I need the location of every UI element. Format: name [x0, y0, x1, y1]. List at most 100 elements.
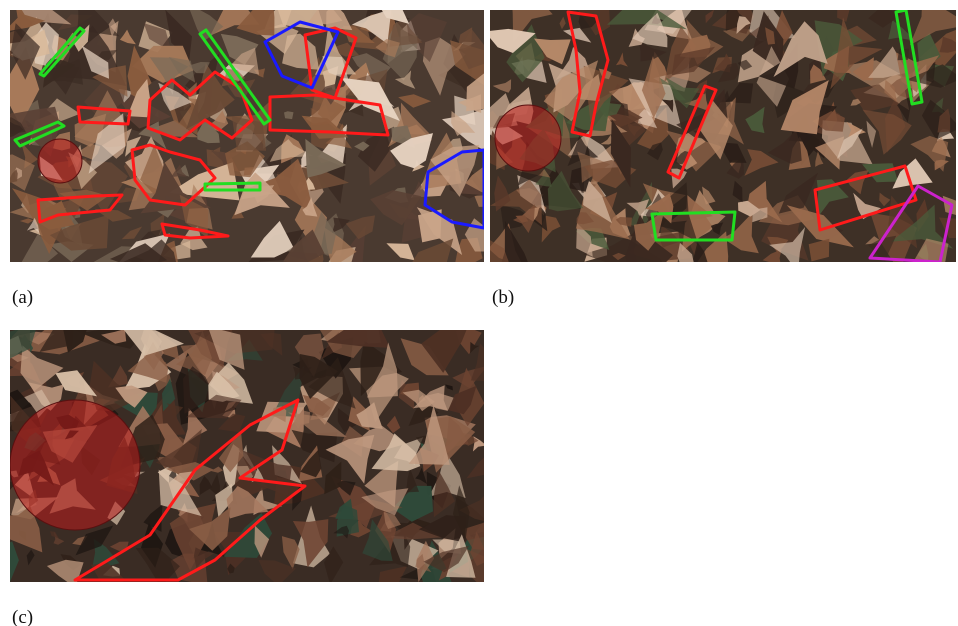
texture-chip	[639, 41, 667, 62]
texture-chip	[281, 536, 300, 570]
texture-chip	[808, 238, 830, 262]
texture-chip	[43, 58, 76, 88]
texture-chip	[816, 179, 849, 219]
texture-chip	[470, 531, 484, 566]
texture-chip	[10, 23, 41, 80]
texture-chip	[168, 57, 196, 83]
texture-chip	[108, 18, 117, 38]
texture-chip	[366, 342, 398, 398]
texture-chip	[179, 194, 209, 238]
texture-chip	[370, 190, 422, 226]
texture-chip	[345, 215, 375, 240]
panel-a-annotations	[13, 20, 484, 240]
annotation	[73, 398, 307, 582]
annotation	[423, 148, 484, 230]
texture-chip	[127, 78, 150, 118]
annotation	[130, 143, 217, 207]
texture-chip	[158, 82, 192, 111]
texture-chip	[149, 120, 199, 138]
texture-chip	[725, 10, 750, 31]
texture-chip	[10, 169, 18, 183]
texture-chip	[448, 385, 477, 415]
texture-chip	[563, 27, 592, 43]
annotation	[868, 184, 954, 262]
texture-chip	[452, 485, 470, 540]
texture-chip	[850, 98, 861, 106]
texture-chip	[254, 525, 270, 558]
texture-chip	[693, 242, 708, 262]
texture-chip	[182, 407, 208, 446]
texture-chip	[423, 545, 469, 573]
texture-chip	[406, 468, 419, 493]
texture-chip	[665, 77, 700, 109]
texture-chip	[671, 65, 712, 83]
texture-chip	[183, 366, 215, 414]
texture-chip	[94, 208, 133, 222]
texture-chip	[913, 238, 949, 262]
texture-chip	[53, 531, 65, 545]
texture-chip	[559, 16, 566, 30]
texture-chip	[357, 126, 394, 172]
texture-chip	[769, 227, 806, 262]
texture-chip	[50, 531, 59, 539]
texture-chip	[88, 113, 126, 174]
texture-chip	[415, 467, 427, 484]
texture-chip	[626, 121, 643, 137]
texture-chip	[250, 220, 294, 258]
annotation	[146, 70, 254, 142]
texture-chip	[535, 167, 552, 187]
texture-chip	[773, 21, 828, 77]
texture-chip	[292, 519, 329, 568]
texture-chip	[415, 553, 432, 573]
texture-chip	[815, 151, 824, 167]
texture-chip	[165, 10, 192, 60]
texture-chip	[46, 559, 84, 582]
texture-chip	[354, 141, 370, 152]
texture-chip	[470, 341, 480, 354]
texture-chip	[10, 506, 43, 553]
annotation	[894, 10, 924, 106]
texture-chip	[341, 77, 400, 121]
texture-chip	[308, 10, 343, 25]
texture-chip	[868, 46, 908, 78]
texture-chip	[547, 170, 584, 212]
texture-chip	[466, 73, 484, 112]
annotation	[268, 93, 390, 137]
texture-chip	[513, 204, 535, 233]
texture-chip	[398, 94, 432, 108]
texture-chip	[541, 215, 561, 243]
texture-chip	[534, 38, 571, 65]
texture-chip	[465, 166, 484, 194]
texture-chip	[189, 507, 231, 551]
panel-c-annotations	[10, 398, 307, 582]
texture-chip	[412, 238, 454, 262]
texture-chip	[299, 354, 338, 399]
texture-chip	[406, 13, 447, 63]
panel-label: (b)	[492, 287, 514, 308]
texture-chip	[430, 144, 479, 197]
texture-chip	[717, 62, 740, 83]
texture-chip	[612, 252, 626, 261]
annotation	[566, 10, 610, 138]
texture-chip	[852, 57, 874, 81]
texture-chip	[752, 207, 768, 223]
texture-chip	[332, 217, 350, 233]
texture-chip	[722, 212, 759, 254]
texture-chip	[362, 519, 393, 561]
texture-chip	[210, 473, 220, 498]
texture-chip	[169, 503, 216, 571]
texture-chip	[762, 249, 782, 262]
texture-chip	[351, 10, 392, 44]
texture-chip	[128, 256, 145, 262]
texture-chip	[10, 46, 40, 126]
texture-chip	[868, 10, 903, 28]
texture-chip	[336, 480, 356, 496]
texture-chip	[710, 222, 724, 235]
texture-chip	[26, 217, 40, 233]
texture-chip	[810, 64, 827, 84]
texture-chip	[745, 106, 765, 134]
texture-chip	[360, 340, 403, 397]
texture-chip	[208, 371, 240, 402]
texture-chip	[249, 158, 314, 214]
